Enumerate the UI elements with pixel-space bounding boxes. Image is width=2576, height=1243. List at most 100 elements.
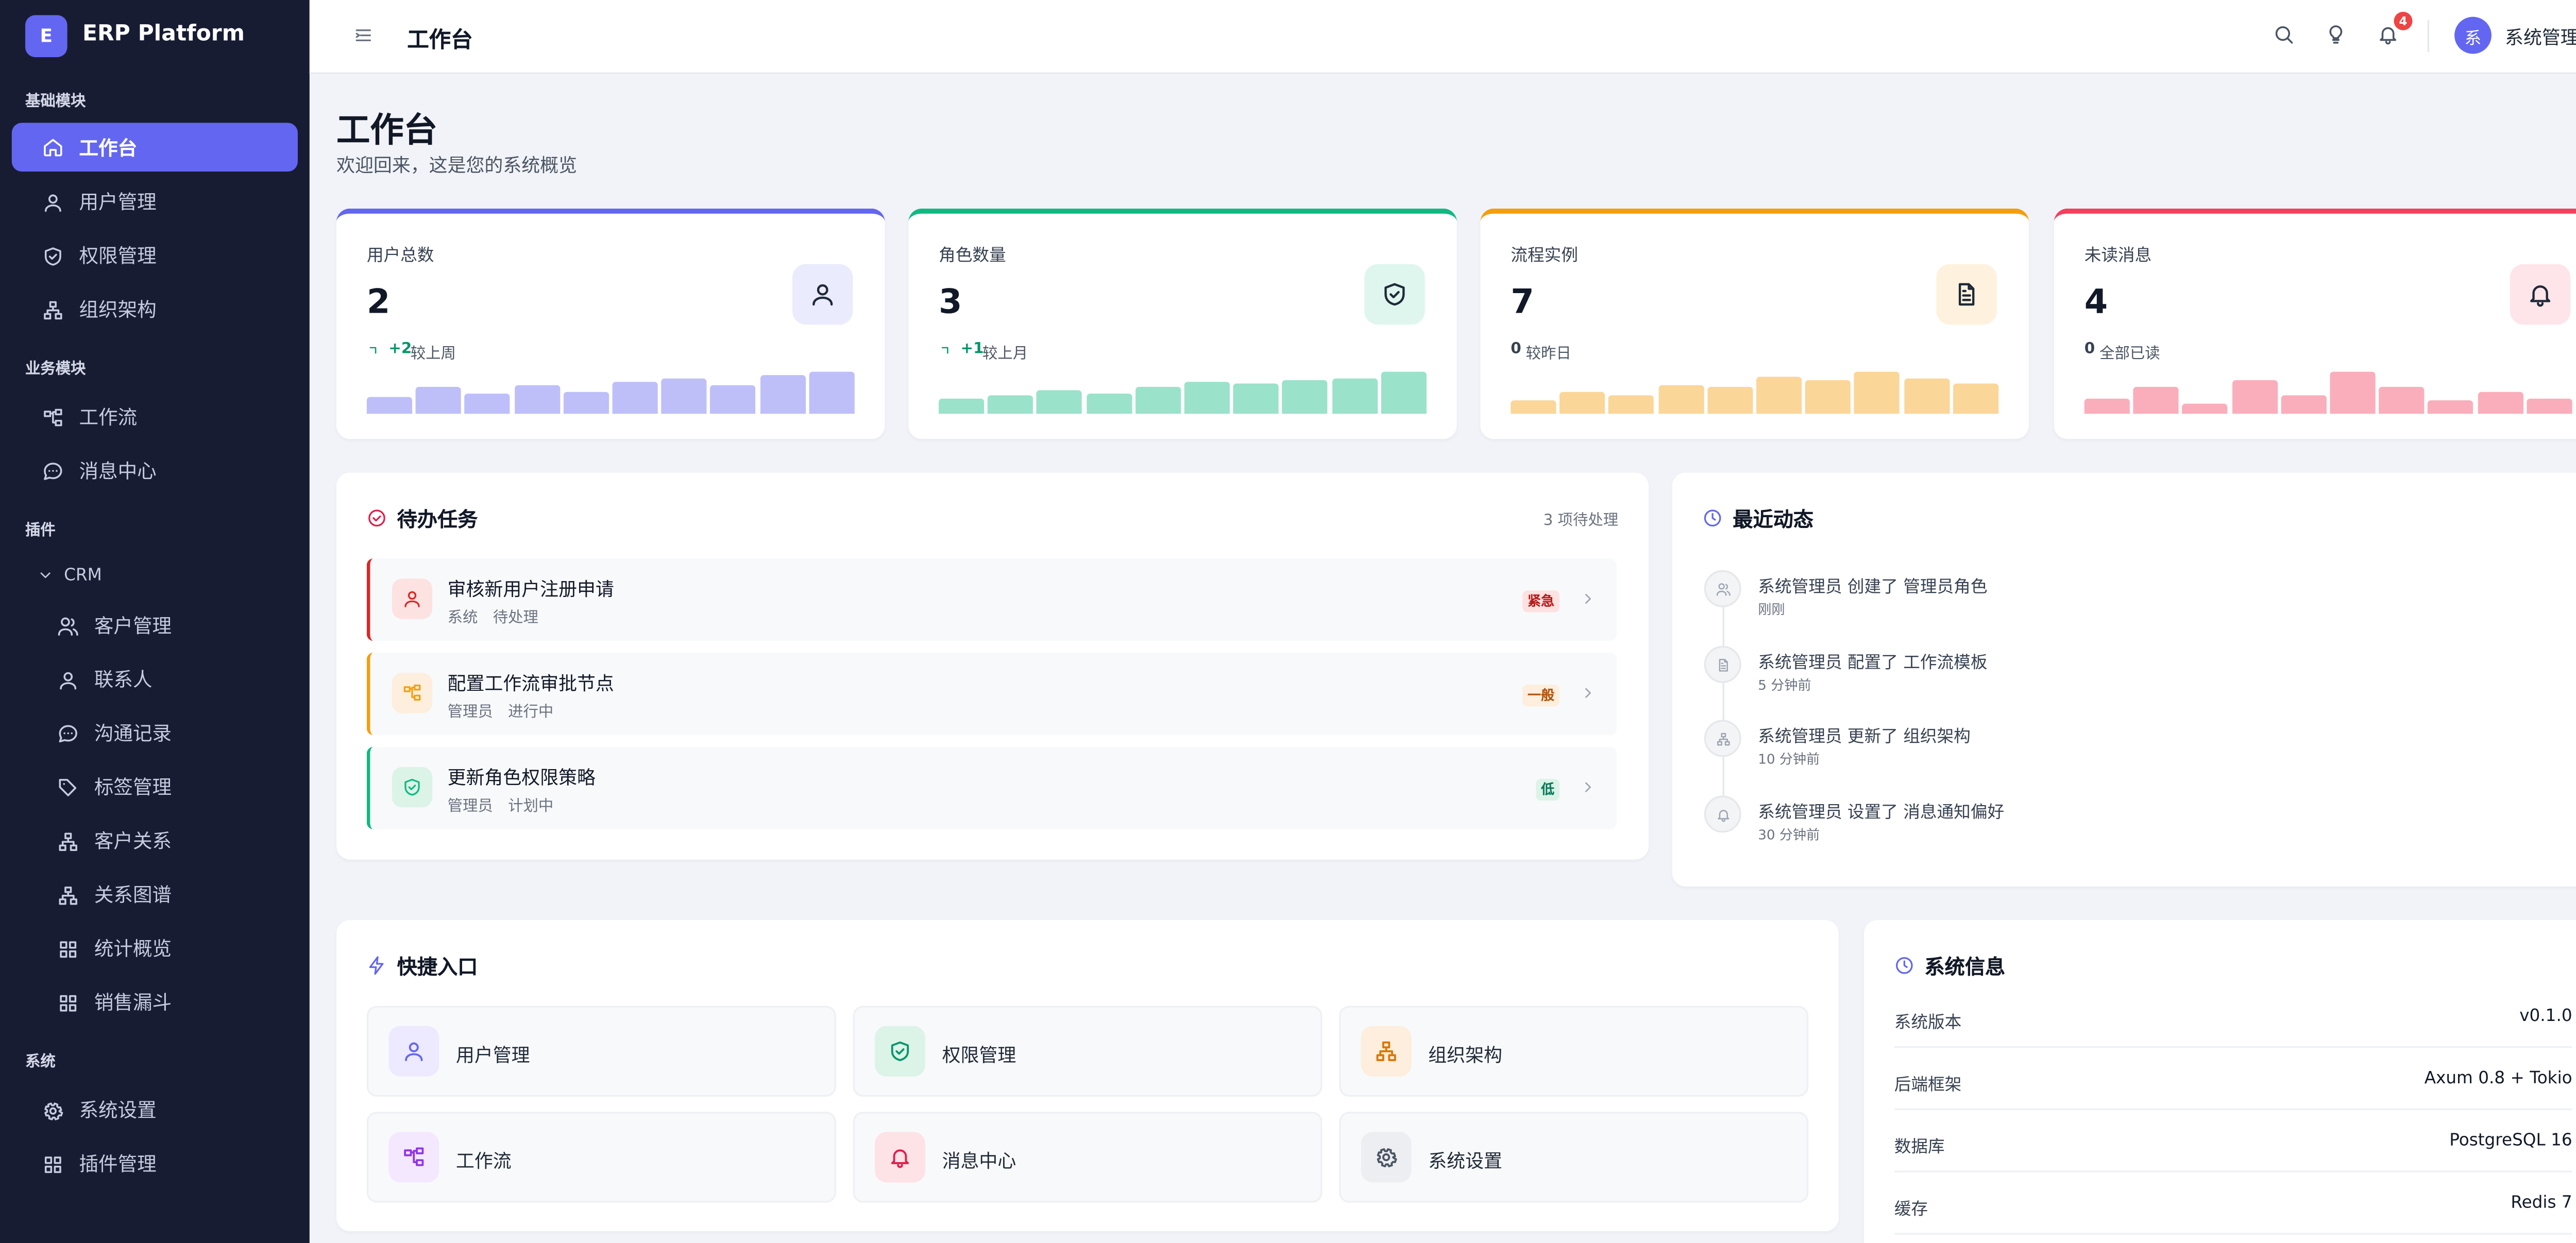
icon-svg: [2530, 285, 2551, 307]
icon: [353, 25, 374, 45]
spark-bar: [2330, 371, 2376, 414]
nav-item[interactable]: 沟通记录: [12, 706, 298, 760]
icon: [59, 778, 77, 796]
nav-label: 客户关系: [94, 829, 172, 853]
icon: [60, 671, 77, 689]
sidebar: E ERP Platform 基础模块 工作台 用户管理 权限管理 组织架构 业务模块 工作流消…: [0, 0, 310, 1243]
icon-svg: [941, 347, 948, 354]
quick-icon: [388, 1026, 439, 1077]
quick-tile[interactable]: 消息中心: [853, 1112, 1323, 1203]
icon: [59, 724, 77, 742]
quick-tile[interactable]: 组织架构: [1339, 1006, 1809, 1097]
system-label: 系统版本: [1894, 1014, 1962, 1033]
stat-value: 3: [939, 281, 962, 321]
spark-bar: [1331, 378, 1377, 414]
spark-bar: [759, 375, 805, 414]
activity-dot: [1704, 794, 1741, 832]
task-icon: [392, 767, 433, 808]
tasks-card: 待办任务 3 项待处理 审核新用户注册申请 系统 待处理 紧急 配置工作流审批节点 管理员 进行…: [336, 472, 1649, 860]
nav-item[interactable]: 消息中心: [12, 444, 298, 498]
icon-svg: [2380, 27, 2397, 45]
nav-item[interactable]: 工作台: [11, 123, 298, 172]
icon[interactable]: [2273, 24, 2294, 45]
stat-value: 7: [1511, 281, 1534, 321]
icon[interactable]: [2377, 24, 2399, 45]
icon: [888, 1040, 912, 1063]
icon-svg: [403, 684, 421, 701]
system-label: 数据库: [1894, 1138, 1945, 1157]
icon: [1580, 779, 1597, 796]
quick-icon: [874, 1026, 925, 1077]
avatar: 系: [2454, 16, 2492, 54]
stat-value: 4: [2084, 281, 2108, 321]
nav-label: 标签管理: [94, 775, 172, 799]
task-item[interactable]: 审核新用户注册申请 系统 待处理 紧急: [366, 558, 1617, 641]
nav-group[interactable]: CRM: [12, 552, 298, 599]
nav-item[interactable]: 权限管理: [12, 229, 298, 282]
nav-item[interactable]: 系统设置: [12, 1083, 298, 1137]
spark-bar: [2428, 400, 2474, 414]
quick-label: 用户管理: [455, 1044, 530, 1067]
nav-label: 消息中心: [79, 459, 157, 483]
nav-label: 关系图谱: [94, 883, 172, 907]
nav-item[interactable]: 销售漏斗: [12, 976, 298, 1029]
icon: [402, 1146, 426, 1169]
icon: [60, 994, 77, 1011]
nav-group-label: CRM: [64, 566, 102, 585]
icon: [402, 683, 422, 703]
nav-label: 工作台: [79, 135, 138, 159]
nav-item[interactable]: 客户关系: [12, 814, 298, 867]
icon: [1702, 508, 1722, 528]
spark-bar: [1135, 387, 1181, 414]
stat-label: 流程实例: [1511, 247, 1578, 266]
nav-item[interactable]: 统计概览: [12, 922, 298, 975]
spark-bar: [1805, 380, 1851, 414]
task-item[interactable]: 更新角色权限策略 管理员 计划中 低: [366, 746, 1617, 829]
stat-icon: [792, 264, 853, 325]
spark-bar: [1707, 387, 1753, 414]
icon: [44, 246, 61, 265]
system-label: 后端框架: [1894, 1076, 1962, 1095]
icon-svg: [404, 778, 420, 796]
icon-svg: [405, 1042, 423, 1061]
header-title: 工作台: [407, 28, 473, 54]
quick-tile[interactable]: 工作流: [366, 1112, 836, 1203]
nav-label: 权限管理: [79, 244, 157, 268]
icon[interactable]: [2325, 24, 2347, 45]
icon: [936, 338, 957, 360]
nav-item[interactable]: 标签管理: [12, 760, 298, 814]
stat-label: 未读消息: [2084, 247, 2152, 266]
nav-item[interactable]: 插件管理: [12, 1137, 298, 1190]
stat-trend-text: 较上周: [410, 346, 456, 364]
nav-item[interactable]: 客户管理: [12, 599, 298, 652]
icon: [1953, 281, 1980, 308]
notification-badge: 4: [2394, 11, 2413, 30]
quick-label: 权限管理: [942, 1044, 1016, 1067]
icon-svg: [1585, 593, 1591, 604]
quick-tile[interactable]: 用户管理: [366, 1006, 836, 1097]
nav-item[interactable]: 组织架构: [12, 283, 298, 336]
spark-bar: [2379, 387, 2425, 414]
quick-tile[interactable]: 权限管理: [853, 1006, 1323, 1097]
nav-item[interactable]: 关系图谱: [12, 868, 298, 922]
user-name: 系统管理员: [2505, 27, 2576, 49]
icon: [1580, 590, 1597, 607]
stat-label: 角色数量: [939, 247, 1006, 266]
quick-card: 快捷入口 用户管理 权限管理 组织架构 工作流 消息中心 系统设置: [336, 920, 1839, 1232]
activity-text: 系统管理员 更新了 组织架构: [1758, 728, 1971, 747]
spark-bar: [416, 387, 462, 414]
nav-label: 客户管理: [94, 614, 172, 638]
nav-item[interactable]: 联系人: [12, 653, 298, 706]
quick-tile[interactable]: 系统设置: [1339, 1112, 1809, 1203]
nav-label: 工作流: [79, 405, 138, 429]
task-icon: [392, 578, 433, 619]
system-value: PostgreSQL 16: [2449, 1132, 2572, 1151]
task-item[interactable]: 配置工作流审批节点 管理员 进行中 一般: [366, 652, 1617, 735]
tasks-title: 待办任务: [397, 508, 478, 532]
nav-item[interactable]: 工作流: [12, 390, 298, 444]
task-priority: 紧急: [1522, 590, 1560, 612]
nav-item[interactable]: 用户管理: [12, 175, 298, 229]
task-priority: 一般: [1522, 684, 1560, 707]
